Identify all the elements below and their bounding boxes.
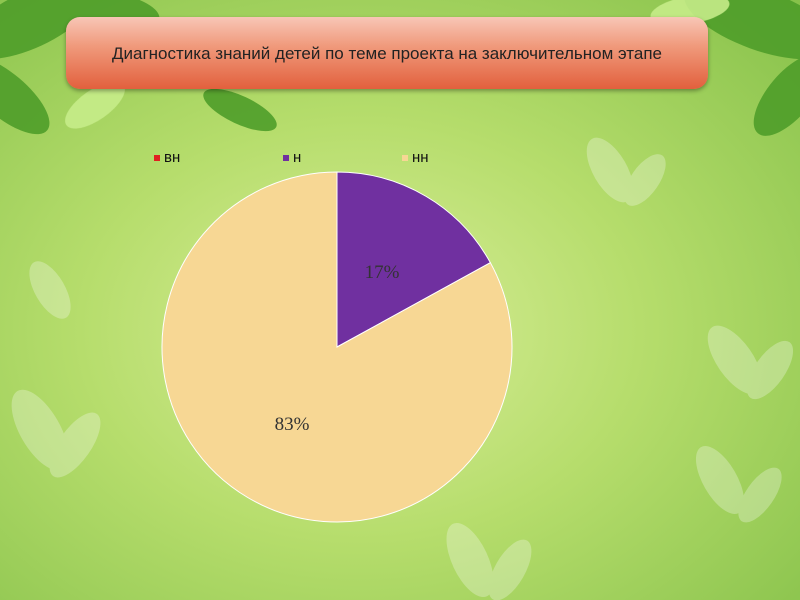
data-label-2: 83%: [275, 414, 310, 435]
chart-title: Диагностика знаний детей по теме проекта…: [112, 43, 662, 63]
legend-swatch-n: [283, 154, 289, 161]
pie-slice-1: [336, 171, 492, 348]
pie-slice-2: [161, 171, 513, 523]
legend-item-n: н: [283, 149, 301, 166]
legend-label-n: н: [293, 149, 302, 166]
legend-label-vn: вн: [164, 149, 181, 166]
legend-item-vn: вн: [154, 149, 180, 166]
legend-item-nn: нн: [402, 149, 429, 166]
legend-label-nn: нн: [412, 149, 429, 166]
data-label-1: 17%: [365, 262, 400, 283]
legend-swatch-vn: [154, 154, 160, 161]
title-banner: Диагностика знаний детей по теме проекта…: [66, 17, 708, 89]
legend-swatch-nn: [402, 154, 408, 161]
chart-legend: вн н нн: [0, 149, 800, 169]
